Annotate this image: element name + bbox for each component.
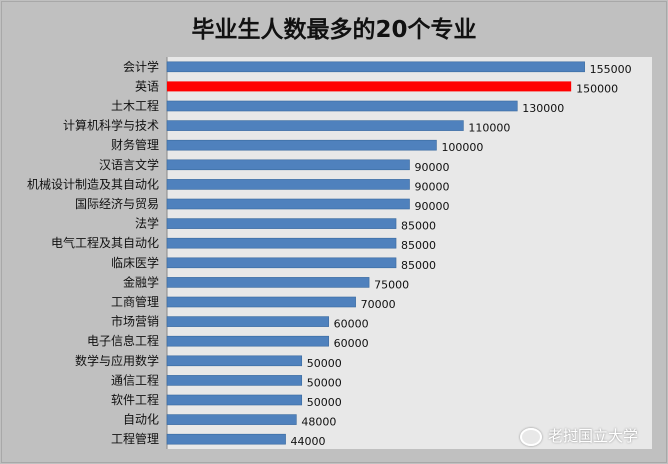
category-label: 机械设计制造及其自动化 [27,176,159,191]
data-label: 44000 [291,435,326,448]
category-label: 数学与应用数学 [75,353,159,368]
bar [166,120,464,131]
plot-area [167,57,652,449]
data-label: 150000 [576,82,618,95]
category-label: 金融学 [123,274,159,289]
category-label: 土木工程 [111,98,159,113]
data-label: 50000 [307,376,342,389]
bar [166,277,370,288]
bar [166,198,410,210]
data-label: 155000 [590,63,632,76]
chart-title: 毕业生人数最多的20个专业 [191,17,477,43]
category-label: 临床医学 [111,255,159,270]
category-label: 会计学 [123,59,159,74]
bar [166,414,297,425]
category-label: 自动化 [123,413,159,427]
data-label: 60000 [334,318,369,331]
bar [166,218,397,229]
data-label: 130000 [522,102,564,115]
data-label: 85000 [401,239,436,252]
category-label: 法学 [135,216,159,231]
bar [166,355,303,367]
data-label: 50000 [307,357,342,370]
category-label: 电气工程及其自动化 [51,235,159,250]
data-label: 70000 [361,298,396,311]
bar [166,433,286,445]
bar [166,159,410,171]
wechat-icon [520,427,542,446]
bar [167,81,572,92]
category-label: 工商管理 [111,294,159,309]
bar [166,237,397,249]
data-label: 100000 [441,141,483,154]
data-label: 110000 [468,122,510,135]
bar [166,316,329,327]
bar [166,375,303,386]
category-label: 软件工程 [111,392,159,407]
watermark: 老挝国立大学 [520,425,638,446]
bar [166,139,437,151]
watermark-text: 老挝国立大学 [548,427,639,445]
bar [166,179,410,190]
data-label: 90000 [415,161,450,174]
data-label: 48000 [301,416,336,429]
bar [166,296,356,308]
bar [166,257,397,269]
bar [166,394,303,406]
data-label: 85000 [401,259,436,272]
bar [166,61,585,73]
category-label: 市场营销 [111,314,159,329]
data-label: 90000 [415,180,450,193]
data-label: 60000 [334,337,369,350]
category-label: 计算机科学与技术 [63,118,159,133]
data-label: 90000 [415,200,450,213]
category-label: 汉语言文学 [99,157,159,172]
data-label: 85000 [401,220,436,233]
category-label: 工程管理 [111,431,159,446]
category-label: 通信工程 [111,372,159,387]
category-label: 财务管理 [111,137,159,152]
category-label: 电子信息工程 [87,333,159,348]
category-label: 英语 [135,79,159,93]
bar [166,335,329,347]
category-label: 国际经济与贸易 [75,196,159,211]
data-label: 50000 [307,396,342,409]
data-label: 75000 [374,278,409,291]
bar [166,100,518,112]
